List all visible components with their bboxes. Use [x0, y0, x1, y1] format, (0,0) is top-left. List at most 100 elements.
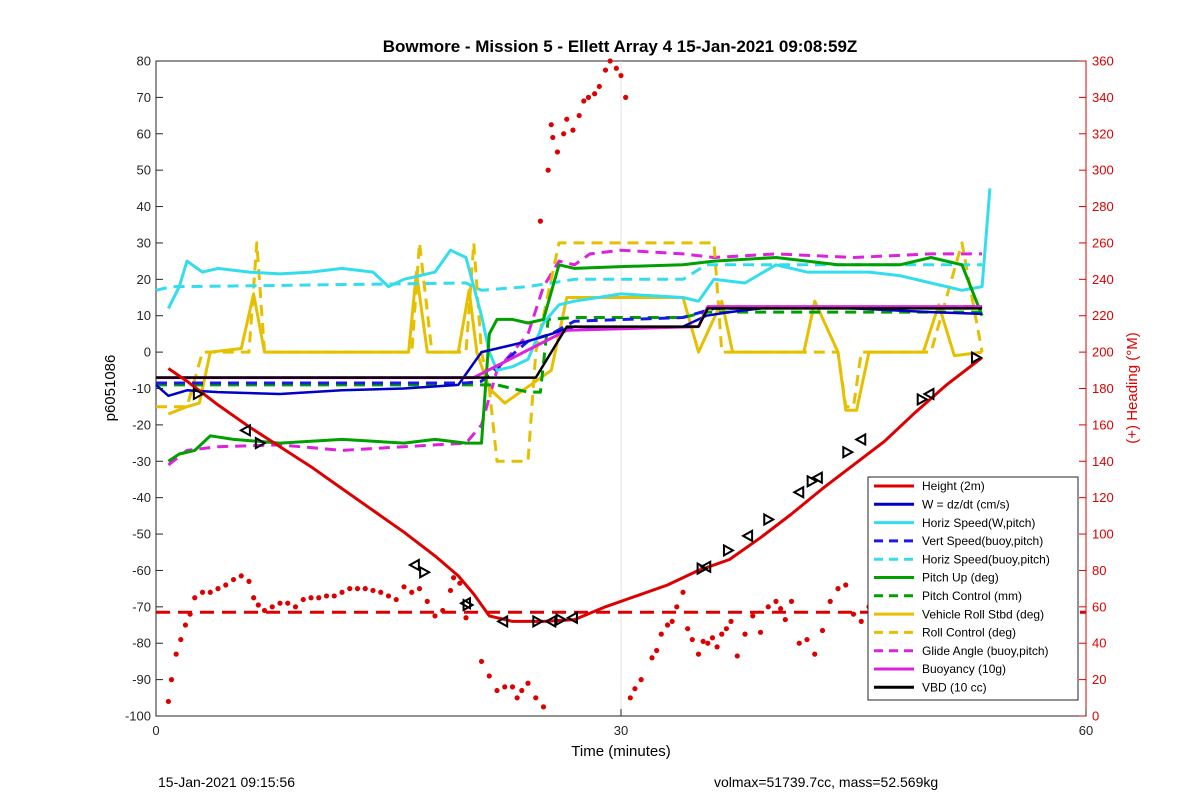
- height-marker: [806, 474, 819, 488]
- series-layer: [155, 188, 992, 623]
- heading-point: [370, 587, 376, 594]
- height-markers: [192, 350, 984, 629]
- heading-point: [765, 604, 771, 610]
- y2-tick-label: 340: [1092, 90, 1114, 105]
- height-marker: [842, 445, 855, 459]
- legend-box: [867, 476, 1079, 701]
- y-tick-label: 0: [144, 345, 151, 360]
- heading-point: [664, 622, 671, 628]
- y-tick-label: 40: [137, 199, 151, 214]
- heading-point: [362, 586, 368, 592]
- heading-point: [835, 586, 841, 592]
- heading-point: [669, 618, 675, 624]
- y-tick-label: 10: [137, 308, 151, 323]
- heading-point: [401, 584, 407, 590]
- heading-point: [316, 595, 322, 601]
- heading-point: [782, 616, 788, 623]
- y2-tick-label: 220: [1092, 308, 1114, 323]
- chart-title: Bowmore - Mission 5 - Ellett Array 4 15-…: [383, 37, 858, 56]
- heading-point: [308, 595, 314, 601]
- heading-point: [728, 618, 734, 624]
- legend-label: Horiz Speed(buoy,pitch): [922, 552, 1050, 566]
- heading-point: [525, 680, 531, 686]
- heading-point: [478, 658, 485, 665]
- heading-point: [331, 593, 337, 599]
- series-line: [155, 263, 983, 292]
- y-axis-label: p6051086: [102, 355, 119, 422]
- height-marker: [238, 423, 251, 438]
- heading-point: [581, 98, 587, 104]
- heading-point: [602, 67, 609, 73]
- y2-tick-label: 20: [1092, 672, 1106, 687]
- heading-point: [187, 611, 193, 617]
- y2-tick-label: 80: [1092, 563, 1106, 578]
- heading-point: [347, 586, 353, 592]
- heading-point: [451, 575, 457, 581]
- heading-point: [592, 91, 598, 97]
- y-tick-label: 20: [137, 272, 151, 287]
- y2-tick-label: 240: [1092, 272, 1114, 287]
- height-marker: [854, 432, 867, 447]
- height-marker: [970, 350, 984, 365]
- heading-point: [509, 684, 516, 690]
- height-marker: [555, 612, 568, 627]
- height-marker: [763, 512, 776, 527]
- heading-point: [339, 589, 345, 595]
- height-marker: [192, 387, 205, 401]
- heading-point: [680, 589, 686, 595]
- legend-label: Vehicle Roll Stbd (deg): [922, 607, 1044, 621]
- heading-point: [714, 644, 720, 650]
- heading-point: [613, 65, 619, 71]
- y2-tick-label: 100: [1092, 527, 1114, 542]
- height-marker: [922, 387, 935, 401]
- height-marker: [565, 611, 578, 625]
- y2-tick-label: 360: [1092, 54, 1114, 69]
- y2-tick-label: 260: [1092, 235, 1114, 250]
- heading-point: [207, 589, 213, 595]
- legend-label: Vert Speed(buoy,pitch): [922, 534, 1043, 548]
- y2-tick-label: 140: [1092, 454, 1114, 469]
- heading-point: [178, 636, 184, 643]
- y2-tick-label: 180: [1092, 381, 1114, 396]
- heading-point: [173, 651, 179, 657]
- legend: Height (2m) W = dz/dt (cm/s) Horiz Speed(W…: [867, 476, 1079, 701]
- y-tick-label: -20: [132, 417, 151, 432]
- y2-tick-label: 120: [1092, 490, 1114, 505]
- heading-point: [323, 593, 330, 599]
- heading-point: [561, 131, 567, 137]
- heading-point: [354, 586, 361, 592]
- heading-point: [548, 122, 554, 128]
- legend-label: Pitch Up (deg): [922, 571, 999, 585]
- series-line: [156, 310, 983, 394]
- series-line: [167, 248, 983, 467]
- heading-point: [778, 606, 784, 612]
- heading-point: [674, 604, 680, 610]
- heading-point: [409, 589, 415, 595]
- y2-tick-label: 320: [1092, 126, 1114, 141]
- heading-point: [858, 618, 864, 624]
- heading-point: [238, 573, 244, 579]
- heading-point: [165, 698, 171, 705]
- heading-point: [385, 593, 392, 599]
- heading-point: [285, 600, 291, 606]
- heading-point: [705, 640, 711, 646]
- heading-point: [215, 586, 221, 592]
- y2-tick-label: 40: [1092, 636, 1106, 651]
- x-axis: 0 30 60: [152, 709, 1093, 738]
- heading-point: [623, 94, 629, 100]
- right-y-axis: 0 20 40 60 80 100 120 140 160 180 200 220 240 260 280 3…: [1079, 54, 1114, 724]
- heading-point: [514, 695, 520, 701]
- y-tick-label: 70: [137, 90, 151, 105]
- heading-point: [463, 615, 469, 621]
- y-tick-label: -80: [132, 636, 151, 651]
- y-tick-label: 80: [137, 54, 151, 69]
- heading-point: [424, 598, 430, 604]
- y2-tick-label: 60: [1092, 599, 1106, 614]
- x-tick-label: 0: [152, 723, 159, 738]
- heading-point: [585, 94, 592, 100]
- heading-point: [618, 72, 624, 79]
- heading-point: [537, 218, 544, 224]
- y-tick-label: -10: [132, 381, 151, 396]
- heading-point: [502, 684, 508, 690]
